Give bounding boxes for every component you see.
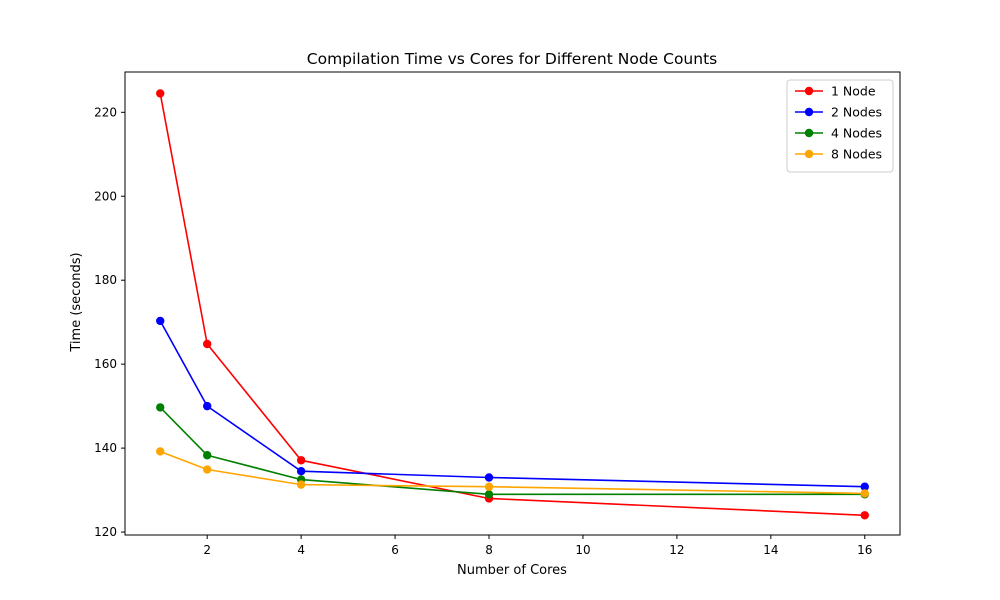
x-tick-label: 16 <box>857 543 872 557</box>
x-tick-label: 4 <box>297 543 305 557</box>
data-point-2-nodes <box>860 482 869 491</box>
x-tick-label: 2 <box>203 543 211 557</box>
x-tick-label: 8 <box>485 543 493 557</box>
x-tick-label: 10 <box>575 543 590 557</box>
data-point-8-nodes <box>156 447 165 456</box>
data-point-1-node <box>156 89 165 98</box>
data-point-4-nodes <box>202 451 212 460</box>
data-point-2-nodes <box>156 316 165 326</box>
data-point-2-nodes <box>202 401 212 411</box>
legend-marker <box>804 107 814 117</box>
legend-label: 1 Node <box>831 84 876 99</box>
data-point-8-nodes <box>860 489 869 498</box>
x-tick-label: 6 <box>391 543 399 557</box>
y-tick-label: 120 <box>94 525 117 539</box>
x-tick-label: 12 <box>669 543 684 557</box>
data-point-8-nodes <box>296 480 306 489</box>
legend-marker <box>804 86 814 96</box>
y-tick-label: 220 <box>94 105 117 119</box>
y-axis-label: Time (seconds) <box>69 252 84 352</box>
plot-area: 2 4 6 8 10 12 14 16 120 140 160 180 200 220 <box>94 71 901 557</box>
data-point-1-node <box>860 511 869 520</box>
data-point-8-nodes <box>202 465 212 474</box>
chart-title: Compilation Time vs Cores for Different … <box>307 50 717 68</box>
data-point-1-node <box>202 339 212 349</box>
legend-box <box>786 79 894 173</box>
data-point-4-nodes <box>484 490 494 499</box>
x-tick-label: 14 <box>763 543 778 557</box>
x-axis-label: Number of Cores <box>457 563 567 578</box>
axes-frame <box>124 71 901 536</box>
legend-label: 2 Nodes <box>831 105 882 120</box>
data-point-2-nodes <box>484 473 494 482</box>
data-point-1-node <box>296 456 306 465</box>
data-point-4-nodes <box>156 403 165 412</box>
y-tick-label: 160 <box>94 357 117 371</box>
legend-marker <box>804 128 814 138</box>
y-tick-label: 140 <box>94 441 117 455</box>
legend-label: 8 Nodes <box>831 147 882 162</box>
y-tick-label: 180 <box>94 273 117 287</box>
y-tick-label: 200 <box>94 189 117 203</box>
data-point-8-nodes <box>484 482 494 491</box>
legend-label: 4 Nodes <box>831 126 882 141</box>
data-point-2-nodes <box>296 466 306 476</box>
legend: 1 Node 2 Nodes 4 Nodes 8 Nodes <box>786 79 894 173</box>
legend-marker <box>804 149 814 159</box>
